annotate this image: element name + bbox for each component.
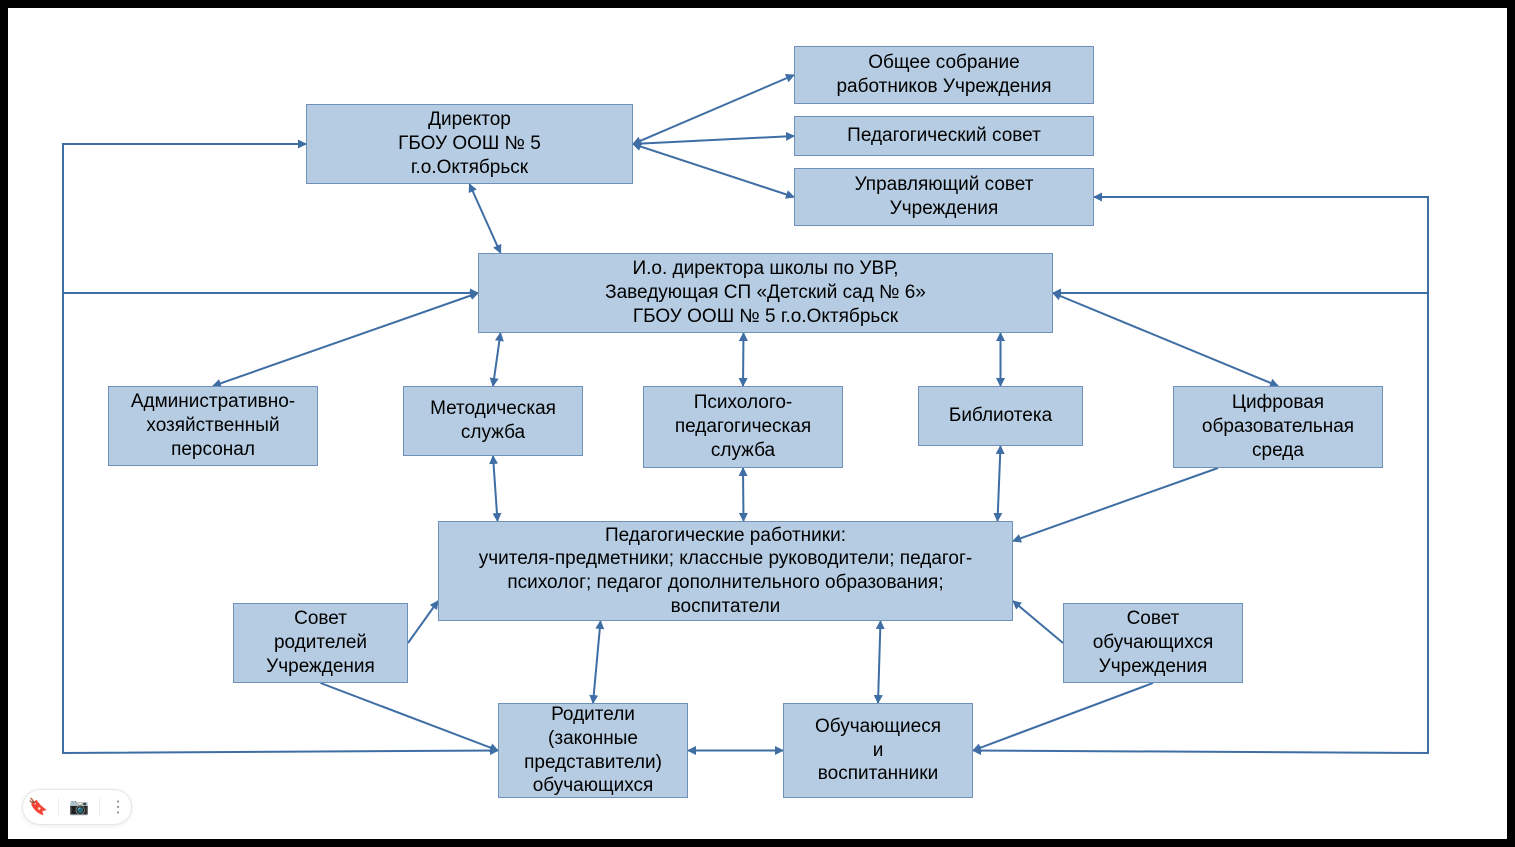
node-digital: Цифроваяобразовательнаясреда xyxy=(1173,386,1383,468)
more-icon[interactable]: ⋮ xyxy=(110,797,126,817)
node-teachers: Педагогические работники:учителя-предмет… xyxy=(438,521,1013,621)
node-method: Методическаяслужба xyxy=(403,386,583,456)
node-library: Библиотека xyxy=(918,386,1083,446)
toolbar-separator xyxy=(58,798,59,816)
node-parcouncil: СоветродителейУчреждения xyxy=(233,603,408,683)
floating-toolbar: 🔖 📷 ⋮ xyxy=(22,789,132,825)
node-deputy: И.о. директора школы по УВР,Заведующая С… xyxy=(478,253,1053,333)
node-director: ДиректорГБОУ ООШ № 5г.о.Октябрьск xyxy=(306,104,633,184)
outer-frame: 🔖 📷 ⋮ ДиректорГБОУ ООШ № 5г.о.Октябрьск О… xyxy=(0,0,1515,847)
node-pedcouncil: Педагогический совет xyxy=(794,116,1094,156)
node-psych: Психолого-педагогическаяслужба xyxy=(643,386,843,468)
toolbar-separator xyxy=(99,798,100,816)
node-govcouncil: Управляющий советУчреждения xyxy=(794,168,1094,226)
node-stucouncil: СоветобучающихсяУчреждения xyxy=(1063,603,1243,683)
node-students: Обучающиесяивоспитанники xyxy=(783,703,973,798)
camera-icon[interactable]: 📷 xyxy=(69,797,89,817)
node-assembly: Общее собраниеработников Учреждения xyxy=(794,46,1094,104)
node-parents: Родители(законныепредставители)обучающих… xyxy=(498,703,688,798)
bookmark-icon[interactable]: 🔖 xyxy=(28,797,48,817)
diagram-canvas: 🔖 📷 ⋮ ДиректорГБОУ ООШ № 5г.о.Октябрьск О… xyxy=(8,8,1507,839)
node-admin: Административно-хозяйственныйперсонал xyxy=(108,386,318,466)
